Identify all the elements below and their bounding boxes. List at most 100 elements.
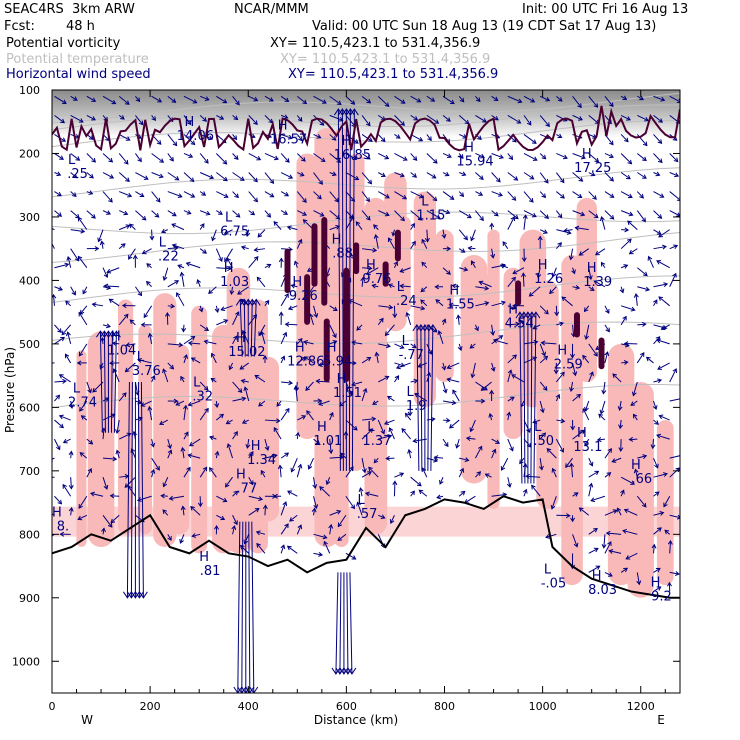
wind-vector bbox=[183, 354, 189, 364]
wind-vector bbox=[523, 153, 538, 161]
wind-vector bbox=[539, 343, 546, 357]
wind-vector bbox=[273, 493, 282, 499]
extremum-value: 1.39 bbox=[583, 275, 612, 290]
wind-vector bbox=[232, 381, 243, 394]
wind-vector bbox=[329, 134, 337, 141]
wind-vector bbox=[653, 153, 663, 164]
wind-vector bbox=[361, 172, 373, 185]
wind-vector bbox=[360, 276, 366, 287]
wind-vector bbox=[653, 134, 663, 144]
wind-vector bbox=[475, 398, 486, 404]
wind-vector bbox=[68, 477, 74, 490]
wind-vector bbox=[86, 438, 94, 445]
pv-contour-blob bbox=[353, 242, 360, 275]
wind-vector bbox=[623, 508, 638, 516]
min-label: L-.77 bbox=[399, 334, 424, 363]
wind-vector bbox=[160, 493, 168, 499]
high-marker: H bbox=[577, 426, 587, 441]
wind-vector bbox=[313, 172, 323, 185]
wind-vector bbox=[426, 95, 436, 102]
wind-vector bbox=[262, 504, 268, 516]
wind-vector bbox=[280, 501, 288, 516]
max-label: H9.26 bbox=[289, 275, 318, 304]
wind-vector bbox=[216, 514, 226, 521]
x-tick-label: 600 bbox=[336, 700, 357, 713]
max-label: H.88 bbox=[332, 233, 353, 262]
wind-vector bbox=[58, 374, 71, 383]
pv-fill-plume bbox=[256, 356, 280, 522]
wind-vector bbox=[528, 286, 541, 297]
wind-vector bbox=[599, 400, 606, 415]
strong-vertical-vector bbox=[235, 298, 261, 357]
wind-vector bbox=[77, 514, 88, 521]
wind-vector bbox=[561, 296, 573, 307]
wind-vector bbox=[66, 331, 72, 345]
wind-vector bbox=[410, 133, 424, 142]
wind-vector bbox=[653, 299, 658, 307]
wind-vector bbox=[296, 134, 303, 142]
wind-vector bbox=[448, 302, 460, 308]
wind-vector bbox=[167, 362, 175, 370]
wind-vector bbox=[569, 462, 575, 478]
x-tick-label: 1000 bbox=[529, 700, 557, 713]
wind-vector bbox=[490, 248, 496, 259]
wind-vector bbox=[480, 381, 492, 391]
wind-vector bbox=[474, 324, 479, 332]
wind-vector bbox=[653, 229, 662, 235]
wind-vector bbox=[620, 489, 625, 497]
init-time: Init: 00 UTC Fri 16 Aug 13 bbox=[522, 2, 689, 17]
wind-vector bbox=[584, 438, 590, 447]
wind-vector bbox=[522, 488, 528, 497]
wind-vector bbox=[164, 312, 170, 325]
wind-vector bbox=[183, 95, 198, 104]
wind-vector bbox=[284, 321, 298, 327]
wind-vector bbox=[66, 255, 72, 268]
wind-vector bbox=[54, 262, 70, 269]
wind-vector bbox=[489, 389, 495, 402]
wind-vector bbox=[68, 450, 74, 459]
wind-vector bbox=[650, 439, 656, 450]
y-tick-label: 900 bbox=[19, 592, 40, 605]
wind-vector bbox=[410, 210, 423, 221]
wind-vector bbox=[556, 153, 568, 160]
wind-vector bbox=[264, 418, 281, 424]
wind-vector bbox=[52, 513, 55, 516]
wind-vector bbox=[232, 115, 239, 121]
wind-vector bbox=[588, 457, 594, 467]
wind-vector bbox=[134, 286, 143, 297]
wind-vector bbox=[362, 265, 373, 271]
wind-vector bbox=[280, 210, 289, 215]
wind-vector bbox=[124, 362, 136, 373]
wind-vector bbox=[435, 299, 444, 307]
wind-vector bbox=[410, 191, 424, 199]
wind-vector bbox=[669, 398, 680, 402]
wind-vector bbox=[306, 410, 314, 421]
wind-vector bbox=[183, 210, 192, 215]
wind-vector bbox=[191, 533, 201, 538]
low-marker: L bbox=[367, 420, 375, 435]
wind-vector bbox=[135, 210, 147, 221]
wind-vector bbox=[392, 480, 398, 497]
theta-contour bbox=[52, 275, 680, 303]
wind-vector bbox=[177, 264, 185, 269]
low-marker: L bbox=[534, 420, 542, 435]
high-marker: H bbox=[111, 330, 121, 345]
wind-vector bbox=[399, 267, 411, 273]
extremum-value: -.05 bbox=[541, 577, 566, 592]
y-tick-label: 400 bbox=[19, 274, 40, 287]
wind-vector bbox=[507, 438, 514, 452]
low-marker: L bbox=[402, 334, 410, 349]
wind-vector bbox=[588, 153, 600, 163]
wind-vector bbox=[604, 305, 610, 314]
wind-vector bbox=[199, 191, 207, 196]
wind-vector bbox=[361, 191, 370, 203]
wind-vector bbox=[475, 301, 490, 307]
wind-vector bbox=[555, 393, 561, 402]
low-marker: L bbox=[73, 382, 81, 397]
wind-vector bbox=[86, 381, 92, 394]
strong-vertical-vector bbox=[331, 572, 357, 675]
wind-vector bbox=[356, 324, 363, 331]
wind-vector bbox=[54, 336, 65, 345]
wind-vector bbox=[550, 496, 557, 510]
wind-vector bbox=[663, 495, 671, 508]
